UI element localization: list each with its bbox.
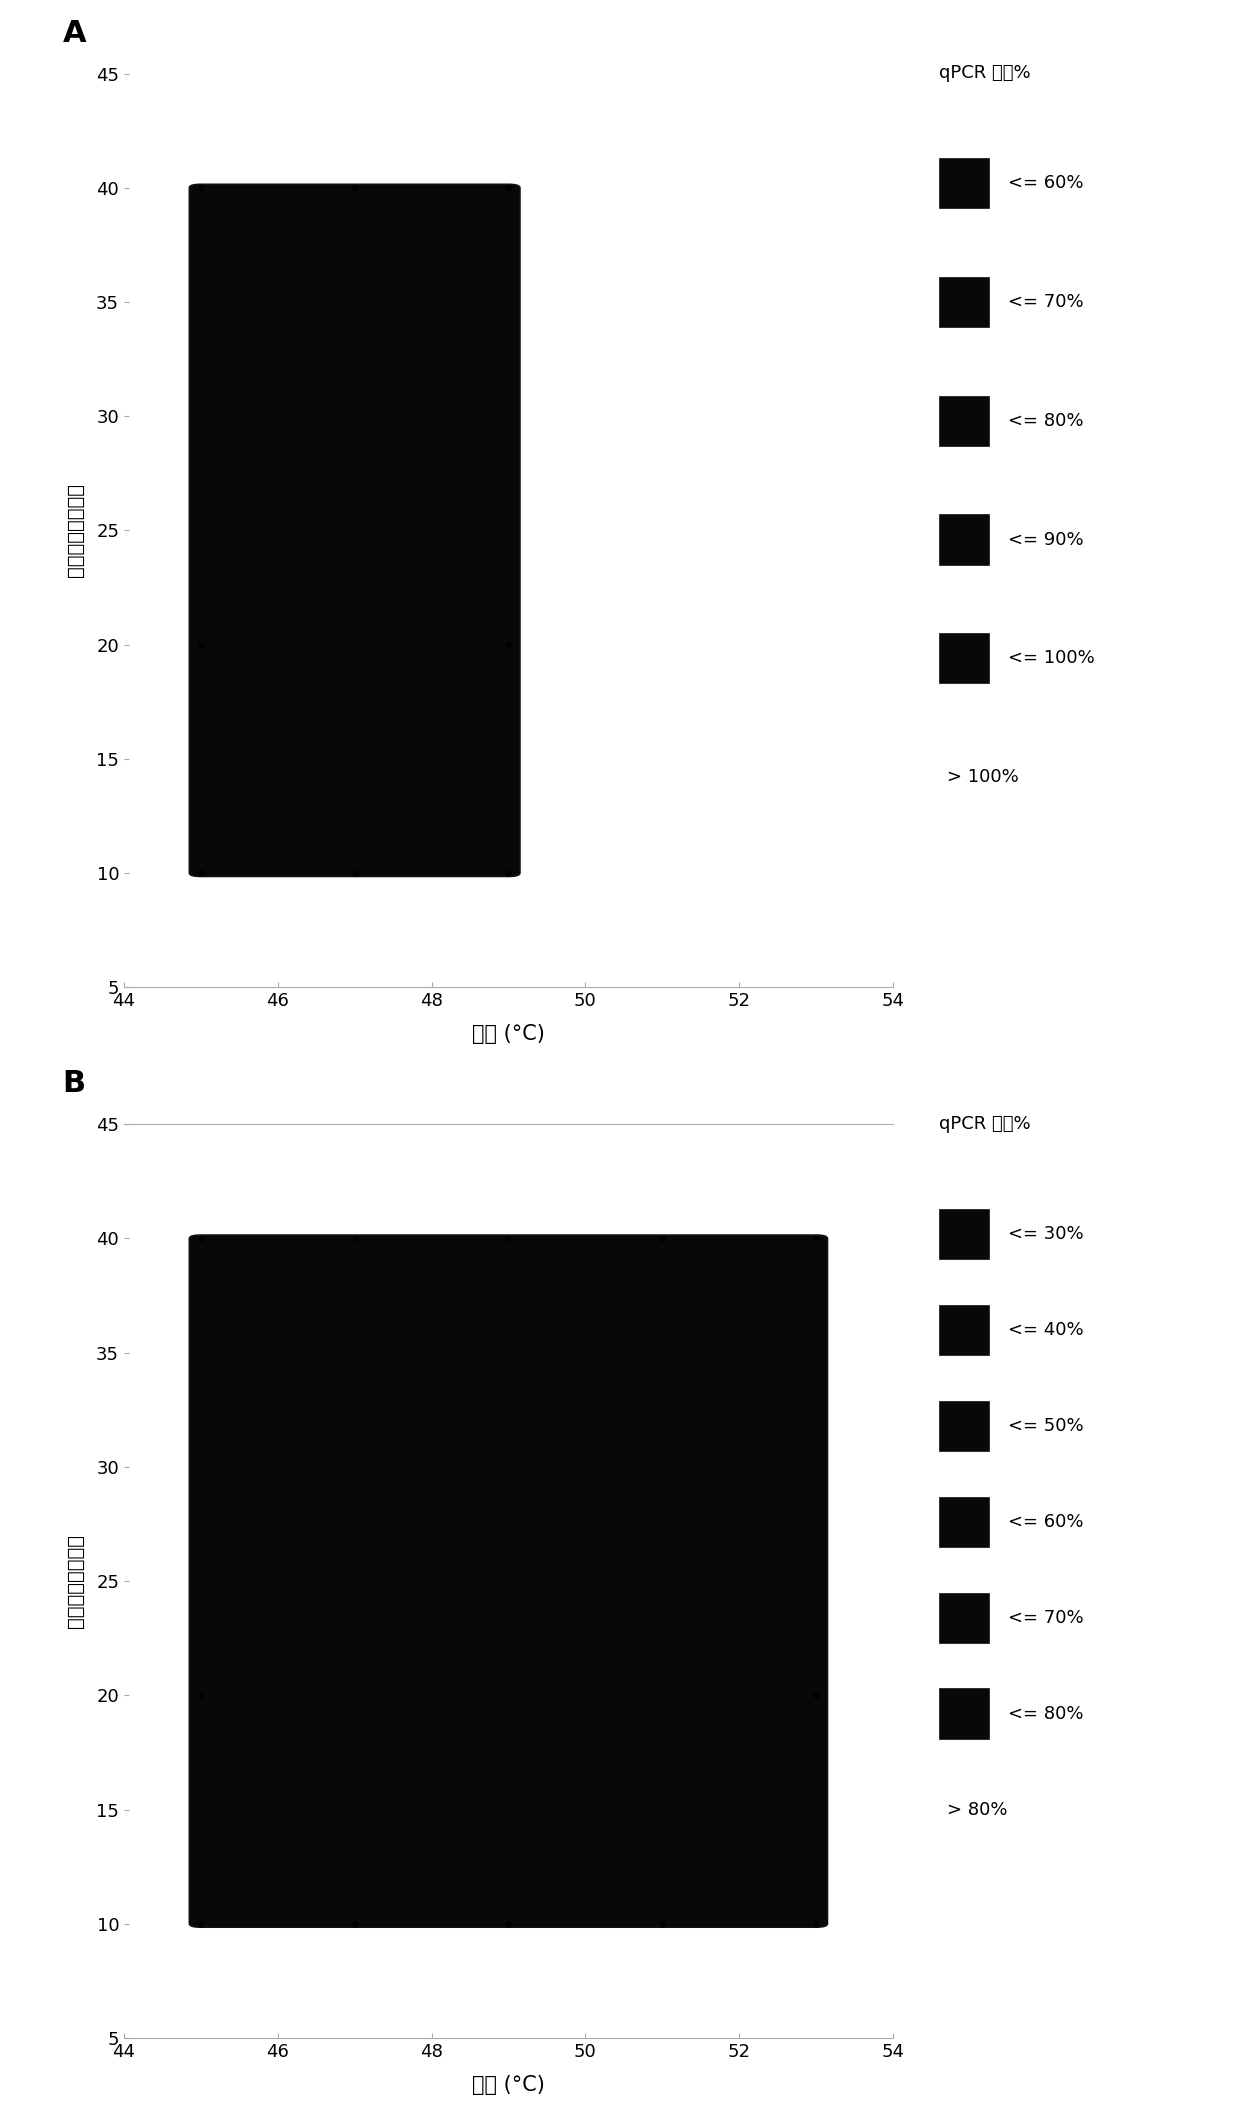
Bar xyxy=(939,1496,990,1546)
Text: qPCR 产率%: qPCR 产率% xyxy=(939,1116,1030,1132)
Text: B: B xyxy=(62,1069,86,1099)
FancyBboxPatch shape xyxy=(190,1235,827,1927)
Text: <= 40%: <= 40% xyxy=(1008,1322,1084,1338)
Text: <= 50%: <= 50% xyxy=(1008,1416,1084,1435)
Text: qPCR 产率%: qPCR 产率% xyxy=(939,65,1030,82)
Bar xyxy=(939,515,990,565)
X-axis label: 温度 (°C): 温度 (°C) xyxy=(472,2074,544,2095)
Bar xyxy=(939,1689,990,1740)
X-axis label: 温度 (°C): 温度 (°C) xyxy=(472,1023,544,1044)
Bar xyxy=(939,1208,990,1258)
Text: <= 80%: <= 80% xyxy=(1008,1704,1084,1723)
Bar xyxy=(939,277,990,328)
Text: A: A xyxy=(62,19,86,48)
Bar xyxy=(939,1593,990,1643)
Bar xyxy=(939,395,990,445)
Bar xyxy=(939,632,990,683)
Text: <= 80%: <= 80% xyxy=(1008,412,1084,431)
Text: <= 60%: <= 60% xyxy=(1008,174,1084,191)
Text: > 80%: > 80% xyxy=(946,1801,1007,1819)
Text: > 100%: > 100% xyxy=(946,769,1018,786)
Text: <= 70%: <= 70% xyxy=(1008,1609,1084,1626)
Text: <= 70%: <= 70% xyxy=(1008,292,1084,311)
Y-axis label: 持续时间（分钟）: 持续时间（分钟） xyxy=(66,483,86,578)
Text: <= 100%: <= 100% xyxy=(1008,649,1095,668)
Bar xyxy=(939,1401,990,1452)
Y-axis label: 持续时间（分钟）: 持续时间（分钟） xyxy=(66,1534,86,1628)
Bar xyxy=(939,1305,990,1355)
Text: <= 30%: <= 30% xyxy=(1008,1225,1084,1244)
Text: <= 90%: <= 90% xyxy=(1008,532,1084,548)
FancyBboxPatch shape xyxy=(190,185,520,876)
Text: <= 60%: <= 60% xyxy=(1008,1513,1084,1532)
Bar xyxy=(939,158,990,208)
